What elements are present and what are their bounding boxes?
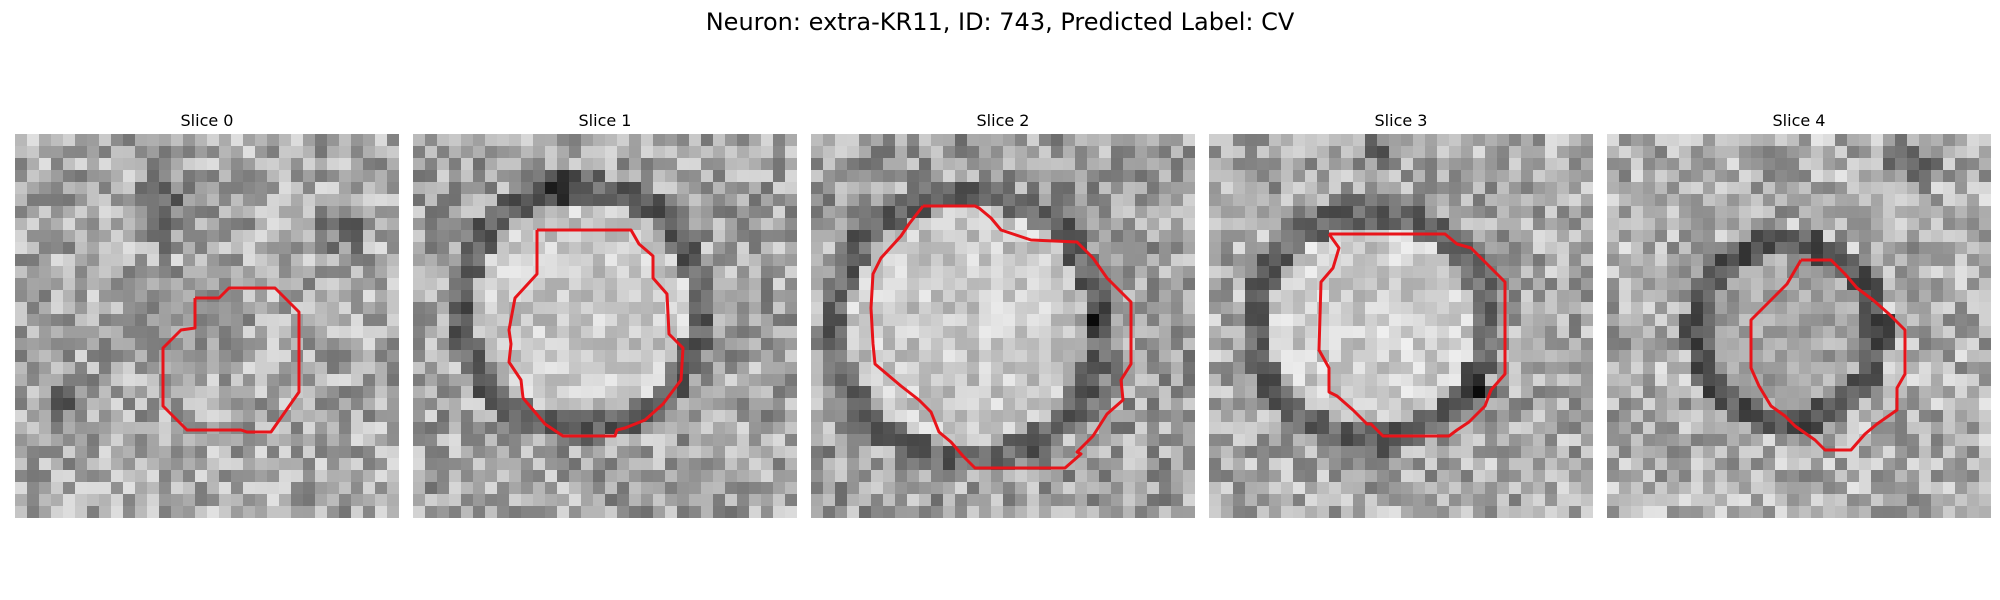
slice-0-contour <box>161 286 301 434</box>
slice-4-contour <box>1749 258 1907 452</box>
slice-image-3 <box>1209 134 1593 518</box>
slice-3-contour <box>1317 232 1507 438</box>
slice-1-texture <box>413 134 797 518</box>
slice-1-contour-line <box>507 228 685 438</box>
slice-panel-1: Slice 1 <box>413 110 797 518</box>
slice-panel-4: Slice 4 <box>1607 110 1991 518</box>
slice-title-2: Slice 2 <box>976 111 1030 130</box>
slice-4-contour-line <box>1749 258 1907 452</box>
slice-4-texture <box>1607 134 1991 518</box>
slice-image-0 <box>15 134 399 518</box>
slice-2-contour <box>869 204 1133 470</box>
slice-image-2 <box>811 134 1195 518</box>
slice-0-texture <box>15 134 399 518</box>
slice-image-1 <box>413 134 797 518</box>
slice-title-1: Slice 1 <box>578 111 632 130</box>
figure-title: Neuron: extra-KR11, ID: 743, Predicted L… <box>705 8 1295 36</box>
slice-1-contour <box>507 228 685 438</box>
slice-panel-0: Slice 0 <box>15 110 399 518</box>
slice-0-contour-line <box>161 286 301 434</box>
slice-image-4 <box>1607 134 1991 518</box>
slice-title-0: Slice 0 <box>180 111 234 130</box>
slice-2-contour-line <box>869 204 1133 470</box>
slice-3-contour-line <box>1317 232 1507 438</box>
slice-3-texture <box>1209 134 1593 518</box>
slice-title-3: Slice 3 <box>1374 111 1428 130</box>
slice-title-4: Slice 4 <box>1772 111 1826 130</box>
slice-panel-3: Slice 3 <box>1209 110 1593 518</box>
slice-panel-2: Slice 2 <box>811 110 1195 518</box>
